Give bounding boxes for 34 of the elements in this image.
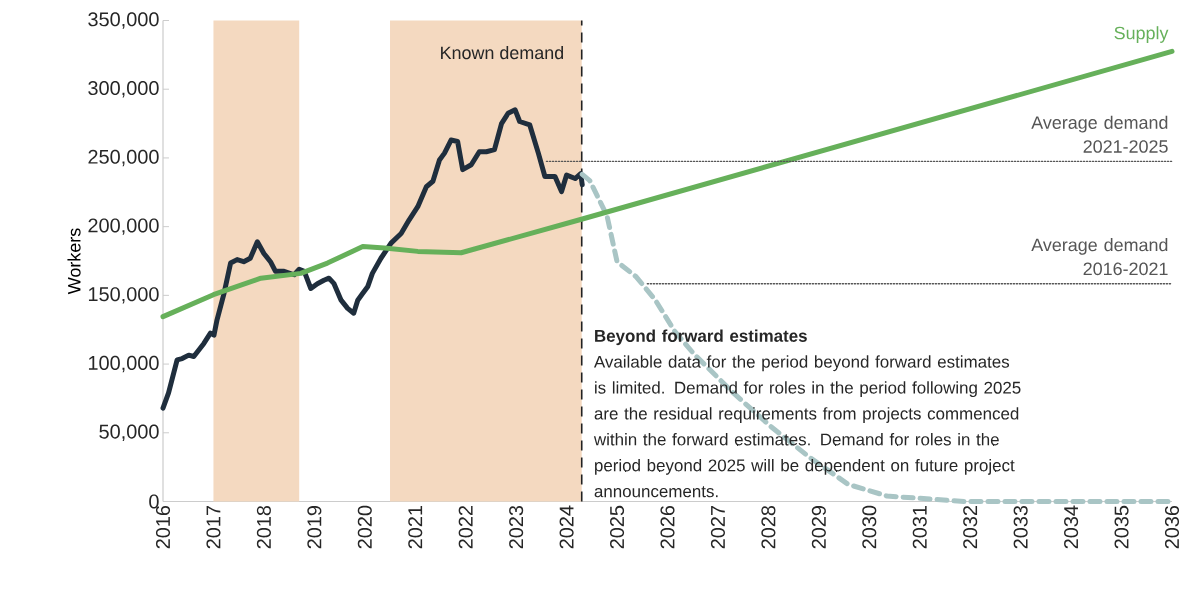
series-label: Average demand 2016-2021 (1031, 238, 1168, 276)
x-tick-label: 2024 (559, 505, 574, 549)
x-tick-label: 2030 (862, 505, 877, 549)
y-tick-label: 250,000 (88, 149, 159, 167)
x-tick-label: 2020 (357, 505, 372, 549)
x-tick-label: 2033 (1013, 505, 1028, 549)
x-tick-label: 2025 (610, 505, 625, 549)
y-tick-label: 350,000 (88, 12, 159, 29)
y-tick-label: 150,000 (88, 287, 159, 304)
y-tick-label: 100,000 (88, 355, 159, 373)
band-label: Known demand (441, 46, 564, 60)
annotation: Beyond forward estimates (595, 329, 807, 346)
y-tick-label: 300,000 (88, 80, 159, 98)
x-tick-label: 2036 (1164, 505, 1180, 549)
x-tick-label: 2019 (307, 505, 322, 549)
x-tick-label: 2031 (912, 506, 927, 549)
y-axis-title: Workers (67, 228, 81, 295)
y-tick-label: 50,000 (99, 424, 159, 442)
x-tick-label: 2026 (660, 505, 675, 549)
x-tick-label: 2018 (256, 505, 271, 549)
series-label: Average demand 2021-2025 (1031, 115, 1168, 153)
annotation: Available data for the period beyond forward estimates is limited. Demand for roles in the period following 2025 are the residual requirements from projects commenced within the forward estimates. Demand for roles in the period beyond 2025 will be dependent on future project announcements. (593, 355, 1021, 498)
x-tick-label: 2021 (408, 506, 423, 549)
x-tick-label: 2028 (761, 505, 776, 549)
x-tick-label: 2029 (811, 505, 826, 549)
x-tick-label: 2034 (1064, 505, 1079, 549)
x-tick-label: 2032 (963, 506, 978, 549)
x-tick-label: 2035 (1114, 505, 1129, 549)
y-tick-label: 200,000 (88, 218, 159, 235)
series-label: Supply (1114, 26, 1169, 43)
x-tick-label: 2023 (509, 505, 524, 549)
x-tick-label: 2027 (710, 506, 725, 549)
x-tick-label: 2017 (206, 506, 221, 549)
x-tick-label: 2022 (458, 506, 473, 549)
